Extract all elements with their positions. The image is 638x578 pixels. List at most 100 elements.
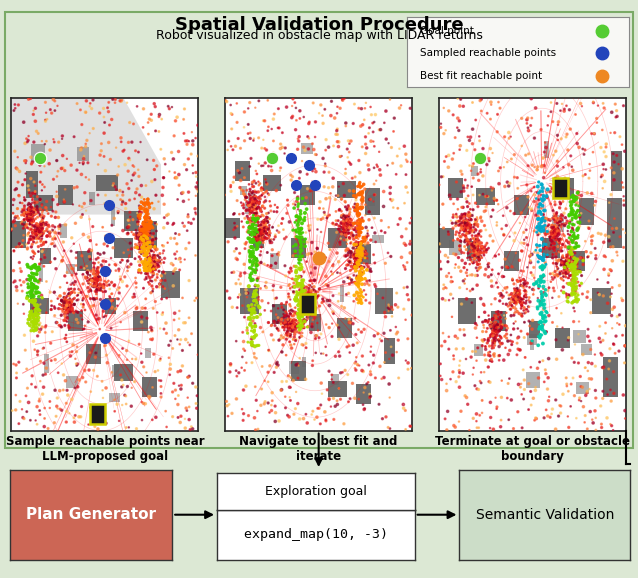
Point [355, 256, 366, 265]
Point [24, 275, 34, 284]
Point [253, 133, 263, 142]
Point [285, 319, 295, 328]
Point [514, 292, 524, 302]
Point [19, 193, 29, 202]
Point [250, 103, 260, 112]
Point [175, 254, 185, 263]
Point [262, 216, 272, 225]
Point [64, 299, 74, 309]
Point [42, 114, 52, 124]
Point [523, 123, 533, 132]
Point [258, 229, 268, 239]
Point [564, 261, 574, 271]
Point [584, 173, 594, 183]
Point [156, 114, 167, 124]
Point [90, 273, 100, 282]
Point [20, 195, 30, 205]
Point [399, 199, 410, 208]
Point [572, 288, 582, 298]
Point [534, 253, 544, 262]
Point [233, 292, 243, 302]
Point [452, 334, 463, 343]
Point [549, 228, 559, 237]
Point [343, 228, 353, 238]
Point [176, 384, 186, 394]
Point [243, 225, 253, 235]
Point [491, 331, 501, 340]
Point [553, 176, 563, 186]
Point [471, 244, 481, 253]
Point [39, 238, 49, 247]
Point [350, 247, 360, 257]
Point [507, 294, 517, 303]
Point [340, 198, 350, 207]
Point [346, 160, 356, 169]
Point [465, 223, 475, 232]
Point [32, 205, 42, 214]
Point [387, 350, 397, 360]
Point [293, 205, 303, 214]
Point [135, 235, 145, 244]
Point [45, 288, 55, 297]
Point [559, 209, 569, 218]
Point [28, 284, 38, 293]
Point [176, 412, 186, 421]
Point [573, 224, 583, 233]
Point [439, 129, 449, 138]
Point [224, 136, 234, 146]
Point [597, 420, 607, 429]
Point [119, 145, 130, 154]
Point [552, 227, 562, 236]
Point [338, 179, 348, 188]
Point [258, 228, 269, 237]
Point [150, 258, 160, 267]
Point [297, 157, 307, 166]
Point [514, 291, 524, 300]
Point [138, 242, 148, 251]
Point [135, 240, 145, 250]
Point [247, 201, 257, 210]
Point [253, 187, 263, 197]
Point [615, 132, 625, 142]
Point [106, 254, 116, 263]
Point [547, 250, 558, 259]
Point [49, 138, 59, 147]
Point [267, 238, 277, 247]
Point [476, 95, 486, 104]
Point [462, 220, 472, 229]
Point [8, 266, 19, 275]
Point [545, 223, 556, 232]
Point [492, 323, 502, 332]
Point [140, 238, 150, 247]
Point [550, 228, 560, 237]
Point [463, 222, 473, 231]
Point [37, 186, 47, 195]
Point [63, 299, 73, 309]
Point [314, 270, 324, 279]
Point [540, 285, 551, 294]
Point [156, 258, 166, 268]
Bar [328, 381, 346, 398]
Point [27, 207, 37, 216]
Point [460, 225, 470, 235]
Point [342, 220, 352, 229]
Point [137, 234, 147, 243]
Point [50, 386, 60, 395]
Point [36, 231, 47, 240]
Point [295, 251, 305, 261]
Point [250, 267, 260, 276]
Point [551, 235, 561, 244]
Point [246, 223, 256, 232]
Point [137, 234, 147, 243]
Point [147, 260, 157, 269]
Point [517, 246, 527, 255]
Point [363, 238, 373, 247]
Point [268, 149, 278, 158]
Point [556, 258, 567, 268]
Point [149, 204, 159, 213]
Point [285, 329, 295, 338]
Point [457, 221, 467, 230]
Point [521, 291, 531, 301]
Point [519, 375, 530, 384]
Point [331, 220, 341, 229]
